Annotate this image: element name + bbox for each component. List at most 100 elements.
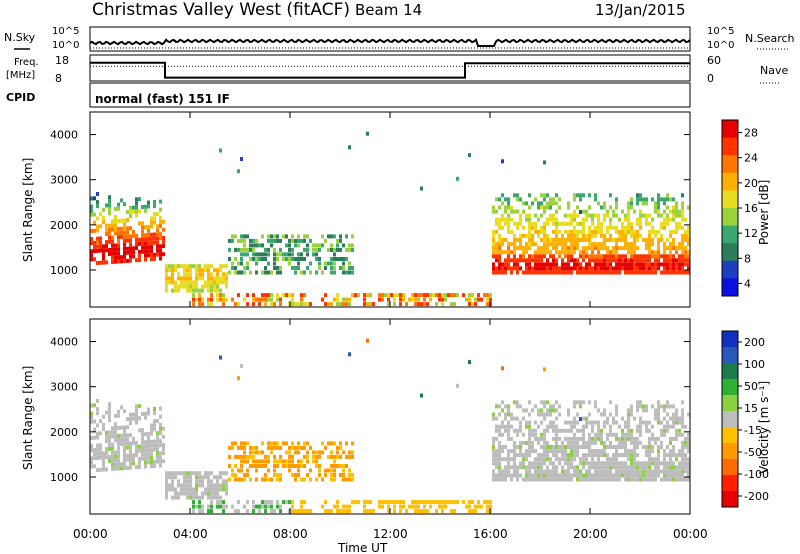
velocity-cell xyxy=(657,420,660,425)
velocity-cell xyxy=(687,469,690,474)
velocity-cell xyxy=(111,467,114,471)
power-cell xyxy=(666,193,669,198)
velocity-cell xyxy=(429,500,432,505)
velocity-cell xyxy=(609,465,612,470)
power-cell xyxy=(195,297,198,302)
power-cell xyxy=(519,254,522,259)
velocity-cell xyxy=(135,440,138,445)
velocity-cell xyxy=(525,420,528,425)
velocity-cell xyxy=(132,461,135,466)
velocity-cell xyxy=(531,445,534,449)
velocity-cell xyxy=(651,473,654,478)
velocity-cell xyxy=(210,495,213,500)
power-cell xyxy=(195,288,198,293)
velocity-cell xyxy=(561,473,564,478)
velocity-cell xyxy=(243,473,246,477)
power-cell xyxy=(636,266,639,271)
power-cell xyxy=(501,266,504,271)
power-cell xyxy=(261,270,264,275)
velocity-cell xyxy=(519,420,522,425)
power-cell xyxy=(99,212,102,217)
power-cell xyxy=(297,266,300,270)
power-cell xyxy=(213,280,216,285)
power-cell xyxy=(114,231,117,236)
power-cell xyxy=(204,280,207,285)
power-cell xyxy=(264,257,267,261)
power-cell xyxy=(258,257,261,261)
velocity-cell xyxy=(264,473,267,477)
power-cell xyxy=(462,293,465,298)
velocity-cell xyxy=(270,450,273,455)
power-cell xyxy=(99,240,102,245)
velocity-cell xyxy=(687,465,690,470)
power-cell xyxy=(516,270,519,275)
power-cell xyxy=(501,225,504,230)
velocity-cell xyxy=(567,465,570,470)
power-cell xyxy=(312,243,315,248)
velocity-cell xyxy=(630,432,633,437)
power-cell xyxy=(576,270,579,275)
velocity-cell xyxy=(666,469,669,474)
power-cell xyxy=(174,280,177,285)
velocity-cell xyxy=(567,420,570,425)
velocity-cell xyxy=(501,408,504,413)
velocity-cell xyxy=(546,440,549,445)
power-cell xyxy=(588,246,591,251)
velocity-cell xyxy=(618,469,621,474)
velocity-cell xyxy=(216,475,219,480)
power-cell xyxy=(621,258,624,263)
colorbar-swatch xyxy=(722,208,738,227)
velocity-cell xyxy=(648,453,651,458)
power-cell xyxy=(624,262,627,267)
power-cell xyxy=(171,280,174,285)
power-cell xyxy=(312,252,315,257)
power-cell xyxy=(111,235,114,240)
velocity-cell xyxy=(594,436,597,441)
velocity-cell xyxy=(123,437,126,442)
power-cell xyxy=(135,237,138,242)
velocity-cell xyxy=(594,453,597,458)
power-cell xyxy=(603,258,606,263)
power-cell xyxy=(618,217,621,222)
power-cell xyxy=(630,246,633,251)
velocity-cell xyxy=(330,441,333,446)
power-cell xyxy=(498,254,501,259)
velocity-cell xyxy=(99,467,102,472)
velocity-cell xyxy=(636,453,639,458)
power-cell xyxy=(546,201,549,206)
velocity-cell xyxy=(555,469,558,474)
colorbar-swatch xyxy=(722,225,738,244)
velocity-cell xyxy=(624,465,627,470)
velocity-cell xyxy=(585,445,588,449)
velocity-cell xyxy=(132,457,135,462)
power-cell xyxy=(633,238,636,242)
power-cell xyxy=(162,252,165,257)
power-cell xyxy=(516,238,519,242)
velocity-cell xyxy=(681,469,684,474)
power-cell xyxy=(336,247,339,252)
velocity-cell xyxy=(372,509,375,514)
velocity-cell xyxy=(117,462,120,467)
velocity-cell xyxy=(285,459,288,464)
velocity-cell xyxy=(585,473,588,478)
power-cell xyxy=(93,220,96,225)
velocity-cell xyxy=(651,432,654,437)
power-cell xyxy=(564,266,567,271)
power-cell xyxy=(153,204,156,209)
velocity-cell xyxy=(129,453,132,458)
velocity-cell xyxy=(630,453,633,458)
velocity-cell xyxy=(468,509,471,514)
velocity-cell xyxy=(531,432,534,437)
velocity-cell xyxy=(291,504,294,509)
power-cell xyxy=(675,221,678,226)
power-cell xyxy=(528,225,531,230)
velocity-cell xyxy=(672,477,675,482)
velocity-cell xyxy=(177,495,180,500)
velocity-cell xyxy=(615,436,618,441)
power-cell xyxy=(678,262,681,267)
velocity-cell xyxy=(633,461,636,466)
power-cell xyxy=(156,240,159,245)
velocity-cell xyxy=(318,473,321,477)
velocity-cell xyxy=(327,468,330,473)
velocity-cell xyxy=(684,469,687,474)
